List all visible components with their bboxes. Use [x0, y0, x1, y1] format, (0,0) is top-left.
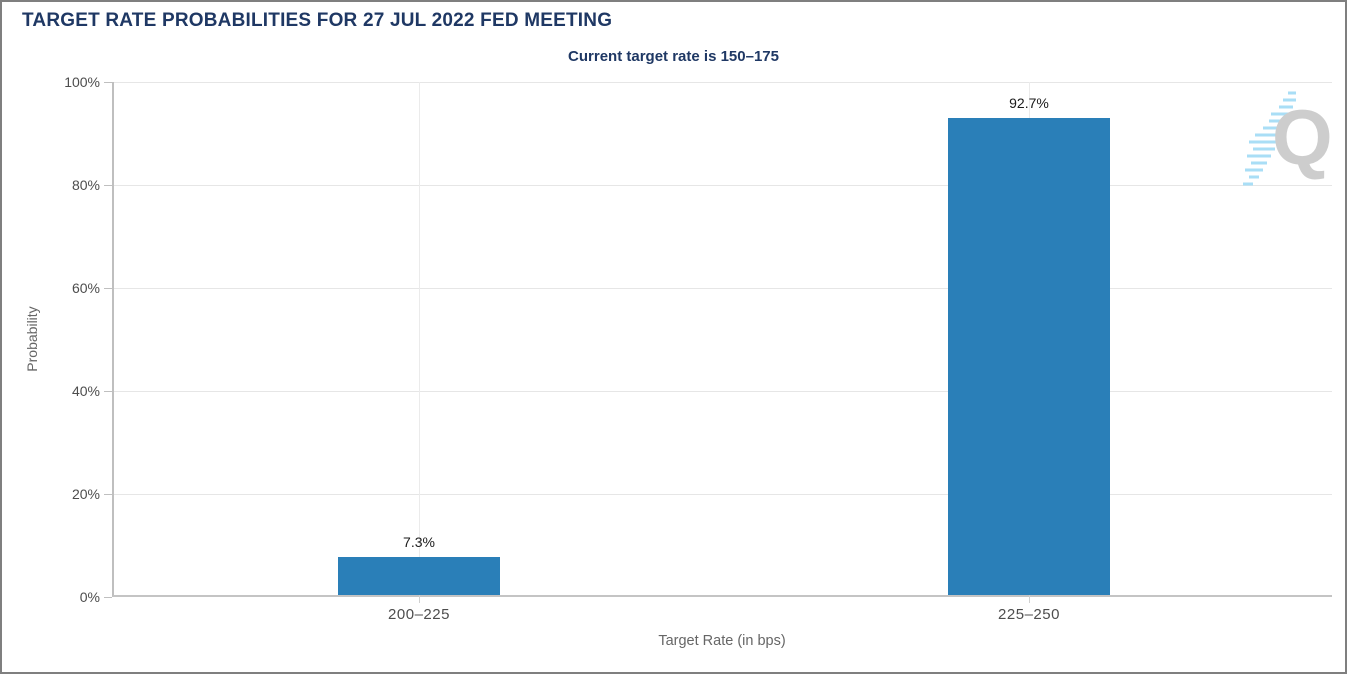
vertical-gridline — [418, 82, 420, 595]
probability-bar — [338, 557, 500, 595]
bar-value-label: 7.3% — [403, 534, 435, 551]
chart-title: TARGET RATE PROBABILITIES FOR 27 JUL 202… — [22, 10, 613, 31]
y-axis-tick — [104, 596, 112, 598]
y-axis-tick-label: 40% — [71, 383, 100, 399]
x-axis-title: Target Rate (in bps) — [658, 633, 786, 649]
probability-bar — [948, 117, 1110, 595]
y-axis-tick — [104, 184, 112, 186]
x-axis-tick — [418, 595, 420, 603]
x-axis-category-label: 225–250 — [998, 606, 1060, 623]
y-axis-tick — [104, 287, 112, 289]
y-axis-tick-label: 20% — [71, 486, 100, 502]
horizontal-gridline — [114, 390, 1332, 392]
horizontal-gridline — [114, 81, 1332, 83]
y-axis-tick — [104, 81, 112, 83]
horizontal-gridline — [114, 287, 1332, 289]
plot-area: 7.3% 92.7% 0% 20% 40% 60% 80% 100% 200–225 225–2… — [64, 74, 1332, 623]
y-axis-tick-label: 80% — [71, 177, 100, 193]
x-axis-tick — [1028, 595, 1030, 603]
y-axis-tick — [104, 493, 112, 495]
y-axis-tick — [104, 390, 112, 392]
bar-value-label: 92.7% — [1009, 94, 1049, 111]
chart-subtitle: Current target rate is 150–175 — [568, 48, 779, 65]
y-axis-title: Probability — [24, 306, 40, 372]
y-axis-tick-label: 100% — [64, 74, 100, 90]
y-axis-tick-label: 60% — [71, 280, 100, 296]
x-axis-category-label: 200–225 — [388, 606, 450, 623]
y-axis-tick-label: 0% — [79, 589, 100, 605]
horizontal-gridline — [114, 493, 1332, 495]
horizontal-gridline — [114, 184, 1332, 186]
